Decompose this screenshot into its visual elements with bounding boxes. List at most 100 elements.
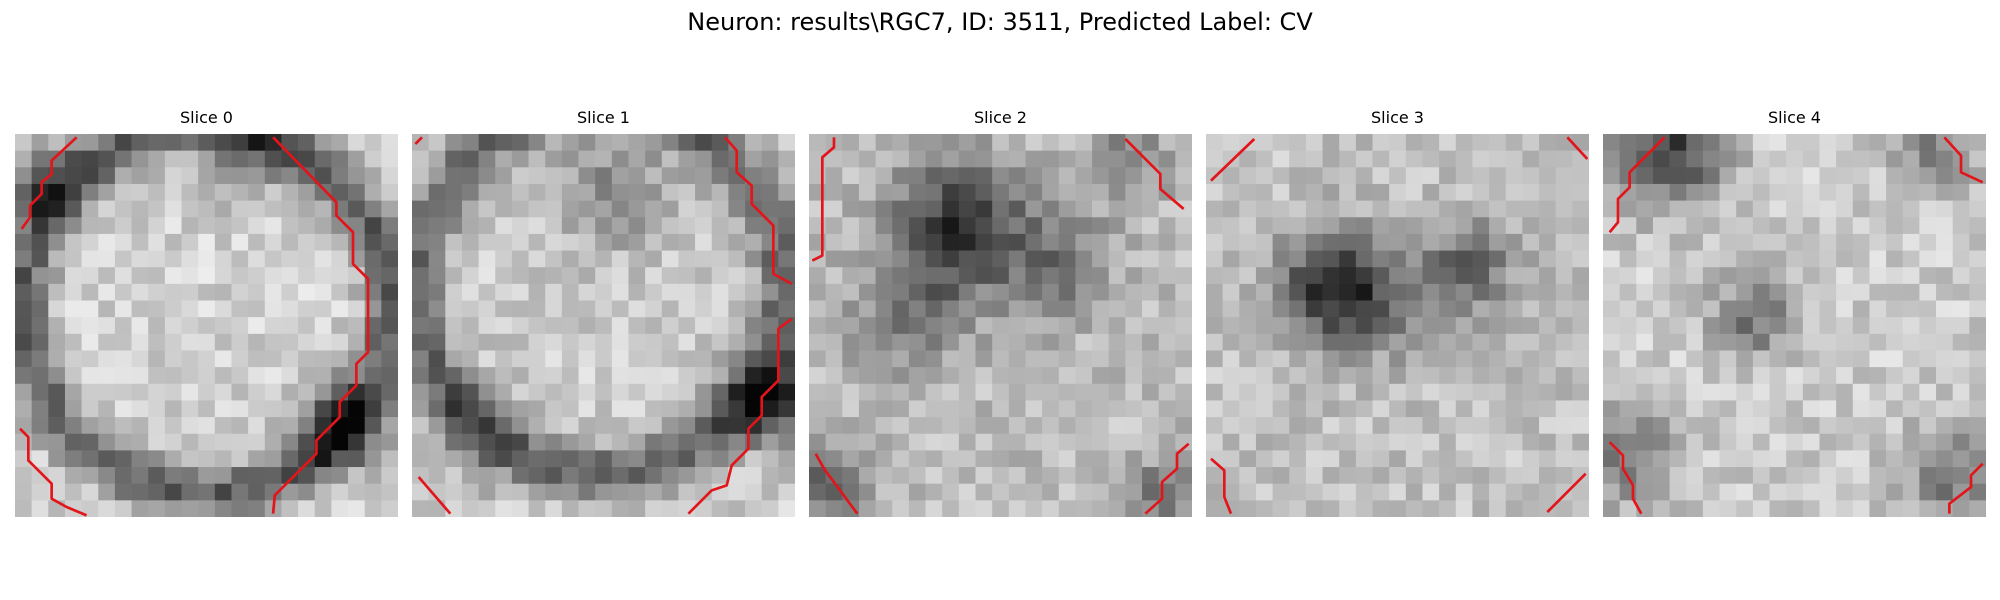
image-pixel	[1322, 400, 1340, 418]
image-pixel	[1936, 333, 1954, 351]
image-pixel	[1936, 283, 1954, 301]
image-pixel	[711, 300, 729, 318]
image-pixel	[131, 417, 149, 435]
image-pixel	[1239, 283, 1257, 301]
image-pixel	[114, 267, 132, 285]
image-pixel	[1719, 500, 1737, 517]
image-pixel	[611, 167, 629, 185]
image-pixel	[528, 217, 546, 235]
image-pixel	[1372, 250, 1390, 268]
image-pixel	[1272, 350, 1290, 368]
image-pixel	[1802, 333, 1820, 351]
image-pixel	[728, 383, 746, 401]
image-pixel	[745, 400, 763, 418]
image-pixel	[908, 417, 926, 435]
image-pixel	[842, 450, 860, 468]
image-pixel	[1389, 467, 1407, 485]
image-pixel	[1108, 367, 1126, 385]
image-pixel	[1255, 333, 1273, 351]
image-pixel	[1769, 183, 1787, 201]
image-pixel	[1125, 167, 1143, 185]
image-pixel	[1025, 433, 1043, 451]
image-pixel	[778, 383, 795, 401]
image-pixel	[1142, 267, 1160, 285]
image-pixel	[248, 150, 266, 168]
image-pixel	[745, 450, 763, 468]
image-pixel	[1355, 417, 1373, 435]
image-pixel	[1952, 367, 1970, 385]
image-pixel	[1769, 367, 1787, 385]
image-pixel	[1522, 433, 1540, 451]
image-pixel	[875, 267, 893, 285]
image-pixel	[381, 200, 398, 218]
image-pixel	[1555, 134, 1573, 151]
slice-title: Slice 3	[1371, 108, 1424, 127]
image-pixel	[1836, 383, 1854, 401]
image-pixel	[381, 417, 398, 435]
image-pixel	[248, 433, 266, 451]
image-pixel	[1405, 350, 1423, 368]
image-pixel	[1272, 383, 1290, 401]
image-pixel	[1092, 250, 1110, 268]
image-pixel	[1222, 183, 1240, 201]
image-pixel	[1572, 350, 1589, 368]
image-pixel	[1555, 500, 1573, 517]
image-pixel	[925, 483, 943, 501]
image-pixel	[1752, 250, 1770, 268]
image-pixel	[595, 350, 613, 368]
image-pixel	[1652, 250, 1670, 268]
image-pixel	[942, 217, 960, 235]
image-pixel	[1042, 150, 1060, 168]
image-pixel	[31, 233, 49, 251]
image-pixel	[958, 450, 976, 468]
image-pixel	[611, 317, 629, 335]
image-pixel	[15, 167, 32, 185]
image-pixel	[1355, 400, 1373, 418]
image-pixel	[198, 500, 216, 517]
image-pixel	[545, 483, 563, 501]
slice-image	[412, 134, 795, 517]
image-pixel	[98, 467, 116, 485]
image-pixel	[1222, 500, 1240, 517]
image-pixel	[1355, 217, 1373, 235]
image-pixel	[131, 383, 149, 401]
image-pixel	[1969, 383, 1986, 401]
image-pixel	[942, 150, 960, 168]
image-pixel	[1489, 183, 1507, 201]
image-pixel	[461, 400, 479, 418]
image-pixel	[1652, 400, 1670, 418]
image-pixel	[1636, 300, 1654, 318]
image-pixel	[1322, 134, 1340, 151]
image-pixel	[1736, 433, 1754, 451]
image-pixel	[842, 183, 860, 201]
image-pixel	[1092, 433, 1110, 451]
image-pixel	[1489, 383, 1507, 401]
image-pixel	[1206, 233, 1223, 251]
image-pixel	[661, 367, 679, 385]
image-pixel	[1422, 317, 1440, 335]
image-pixel	[1206, 134, 1223, 151]
image-pixel	[298, 483, 316, 501]
image-pixel	[81, 134, 99, 151]
image-pixel	[695, 300, 713, 318]
image-pixel	[1669, 183, 1687, 201]
image-pixel	[1175, 183, 1192, 201]
image-pixel	[1539, 267, 1557, 285]
image-pixel	[1008, 150, 1026, 168]
image-pixel	[1239, 250, 1257, 268]
image-pixel	[958, 183, 976, 201]
image-pixel	[628, 433, 646, 451]
image-pixel	[842, 250, 860, 268]
image-pixel	[181, 183, 199, 201]
image-pixel	[1652, 417, 1670, 435]
image-pixel	[1025, 283, 1043, 301]
image-pixel	[1936, 250, 1954, 268]
image-pixel	[1075, 333, 1093, 351]
image-pixel	[842, 333, 860, 351]
image-pixel	[1272, 150, 1290, 168]
image-pixel	[1652, 134, 1670, 151]
image-pixel	[1919, 150, 1937, 168]
image-pixel	[545, 350, 563, 368]
image-pixel	[1686, 417, 1704, 435]
image-pixel	[511, 283, 529, 301]
